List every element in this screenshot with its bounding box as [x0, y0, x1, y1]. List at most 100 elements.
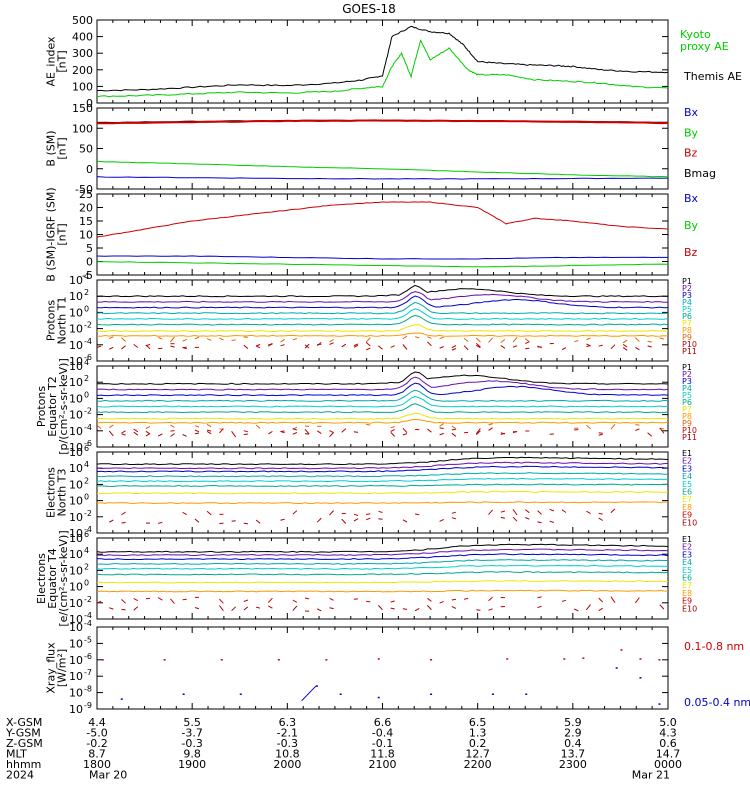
series-e9-segment [537, 510, 542, 515]
series-p9-segment [659, 337, 665, 340]
series-e10-segment [537, 605, 542, 609]
y-tick-label: 10 [69, 323, 83, 336]
series-p9-segment [219, 337, 224, 341]
series-e10-segment [341, 518, 347, 524]
series-bx [97, 176, 668, 180]
series-p9-segment [463, 338, 469, 342]
ephemeris-value: -0.4 [372, 727, 393, 740]
series-p9-segment [647, 340, 652, 343]
legend-entry: Bz [684, 246, 698, 259]
series-p11-segment [353, 344, 359, 348]
legend-entry: P1 [682, 277, 692, 286]
series-e10-segment [402, 608, 408, 610]
series-e10-segment [402, 519, 408, 523]
y-axis-label: Electrons [45, 467, 58, 518]
legend-entry: P4 [682, 384, 692, 393]
ephemeris-value: Mar 21 [632, 769, 670, 782]
series-p11-segment [121, 433, 126, 436]
y-tick-label: 10 [69, 274, 83, 287]
legend-entry: P11 [682, 433, 697, 442]
series-p9-segment [414, 336, 420, 339]
y-tick-label: 10 [69, 441, 83, 454]
y-tick-label: 10 [69, 339, 83, 352]
legend-entry: P6 [682, 312, 692, 321]
series-e9-segment [121, 599, 126, 604]
series-p9-segment [97, 424, 102, 430]
series-p10-segment [451, 345, 457, 349]
series-e10-segment [158, 521, 163, 524]
series-bz [97, 119, 668, 125]
legend-entry: By [684, 126, 699, 139]
legend-entry: E10 [682, 518, 697, 527]
series-p5 [97, 308, 668, 320]
y-tick-label: 10 [69, 548, 83, 561]
legend-entry: P7 [682, 405, 692, 414]
series-by [97, 160, 668, 178]
y-tick-label: 10 [69, 446, 83, 459]
series-p11-segment [145, 433, 151, 437]
series-p11-segment [317, 343, 322, 346]
series-e9-segment [561, 599, 567, 602]
series-p8 [97, 332, 668, 337]
ephemeris-value: 0.6 [659, 737, 677, 750]
legend-entry: E9 [682, 597, 692, 606]
series-e10-segment [109, 607, 114, 610]
y-axis-label: [nT] [56, 50, 69, 72]
series-p11-segment [108, 346, 114, 350]
series-e9-segment [488, 509, 493, 515]
series-e9-segment [451, 598, 456, 601]
series-e10-segment [108, 519, 114, 523]
series-e9-segment [292, 599, 298, 603]
legend-entry: 0.05-0.4 nm [684, 696, 750, 709]
legend-entry: P5 [682, 305, 692, 314]
legend-entry: Kyoto [680, 28, 711, 41]
ephemeris-value: 0.4 [564, 737, 582, 750]
series-p11-segment [598, 433, 603, 436]
series-p11-segment [390, 431, 396, 437]
series-e9-segment [439, 600, 444, 604]
y-axis-label: Protons [35, 386, 48, 427]
y-tick-exponent: -2 [84, 595, 92, 604]
ephemeris-value: 12.7 [465, 748, 490, 761]
series-p11-segment [133, 431, 139, 436]
series-p11-segment [512, 345, 518, 348]
series-e4 [97, 472, 668, 478]
series-p11-segment [121, 345, 126, 350]
series-p10-segment [598, 432, 603, 434]
series-e9-segment [157, 597, 163, 601]
series-p10-segment [133, 344, 139, 348]
series-e10-segment [243, 522, 248, 525]
series-e8 [97, 589, 668, 593]
series-p10-segment [292, 428, 298, 431]
series-p11-segment [402, 344, 408, 350]
series-e9-segment [243, 599, 249, 602]
series-p9-segment [182, 338, 187, 342]
panel-data [97, 201, 668, 268]
series-e10-segment [451, 605, 457, 609]
legend-entry: Bx [684, 192, 699, 205]
series-p11-segment [170, 345, 175, 348]
y-tick-exponent: 6 [84, 530, 89, 539]
series-e10-segment [219, 605, 224, 612]
series-p9-segment [329, 339, 334, 343]
series-p11-segment [194, 432, 200, 435]
series-p11-segment [451, 432, 457, 437]
ephemeris-value: -0.1 [372, 737, 393, 750]
series-e1 [97, 543, 668, 553]
series-p10-segment [622, 343, 628, 348]
series-e9-segment [353, 513, 359, 516]
series-p9-segment [292, 338, 298, 341]
legend-entry: E3 [682, 464, 692, 473]
series-bx [97, 255, 668, 260]
series-e6 [97, 571, 668, 576]
series-p10-segment [329, 342, 334, 345]
series-p10-segment [427, 341, 432, 347]
series-e3 [97, 465, 668, 473]
legend-entry: Bmag [684, 167, 716, 180]
series-p11-segment [231, 431, 237, 438]
legend-entry: E6 [682, 574, 692, 583]
series-p9-segment [206, 423, 212, 428]
y-tick-exponent: -6 [84, 439, 92, 448]
series-p10-segment [133, 428, 139, 433]
y-tick-label: 10 [69, 687, 83, 700]
